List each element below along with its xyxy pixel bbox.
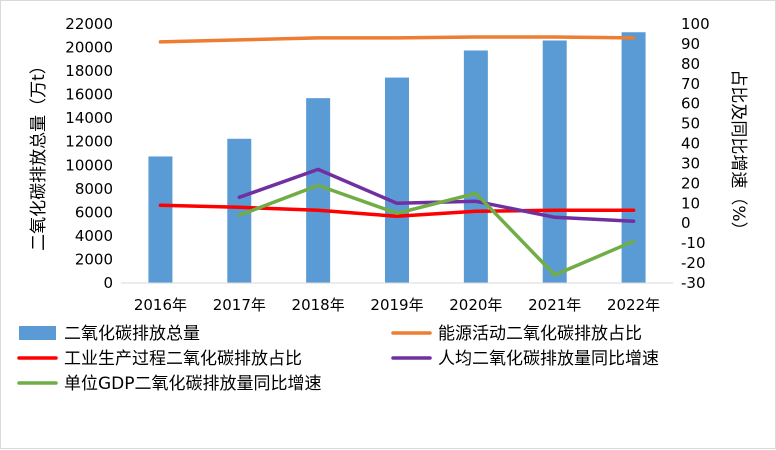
y-tick-labels: 0 2000 4000 6000 8000 10000 12000 14000 16000 180… bbox=[65, 15, 113, 292]
line-series-group bbox=[158, 35, 636, 277]
y2-tick-label: 40 bbox=[681, 135, 700, 153]
y-tick-label: 22000 bbox=[65, 15, 113, 33]
bar-2019年 bbox=[385, 77, 409, 283]
x-tick-label: 2022年 bbox=[607, 296, 660, 314]
legend-swatch bbox=[19, 326, 56, 340]
y2-tick-label: 50 bbox=[681, 115, 700, 133]
y2-tick-label: 80 bbox=[681, 55, 700, 73]
y-tick-label: 0 bbox=[103, 274, 113, 292]
legend-item: 单位GDP二氧化碳排放量同比增速 bbox=[17, 374, 322, 394]
y-tick-label: 18000 bbox=[65, 62, 113, 80]
legend-label: 二氧化碳排放总量 bbox=[64, 324, 200, 344]
y-tick-label: 6000 bbox=[75, 203, 113, 221]
legend-label: 工业生产过程二氧化碳排放占比 bbox=[64, 349, 302, 369]
y2-tick-label: 90 bbox=[681, 35, 700, 53]
legend-label: 能源活动二氧化碳排放占比 bbox=[438, 324, 642, 344]
y2-tick-label: -30 bbox=[681, 274, 706, 292]
y2-tick-label: 10 bbox=[681, 194, 700, 212]
x-tick-label: 2019年 bbox=[370, 296, 423, 314]
legend-item: 能源活动二氧化碳排放占比 bbox=[391, 324, 642, 344]
x-tick-label: 2016年 bbox=[134, 296, 187, 314]
y-tick-label: 4000 bbox=[75, 227, 113, 245]
x-tick-label: 2017年 bbox=[213, 296, 266, 314]
legend-item: 二氧化碳排放总量 bbox=[19, 324, 200, 344]
legend-label: 单位GDP二氧化碳排放量同比增速 bbox=[64, 374, 322, 394]
y2-tick-label: -20 bbox=[681, 254, 706, 272]
legend-item: 人均二氧化碳排放量同比增速 bbox=[391, 349, 659, 369]
y2-tick-label: 100 bbox=[681, 15, 710, 33]
line-series-1 bbox=[158, 35, 636, 44]
y-tick-label: 20000 bbox=[65, 39, 113, 57]
x-tick-label: 2021年 bbox=[528, 296, 581, 314]
x-tick-label: 2018年 bbox=[292, 296, 345, 314]
bar-2020年 bbox=[463, 50, 488, 284]
y-tick-label: 14000 bbox=[65, 109, 113, 127]
y-axis-title: 二氧化碳排放总量（万t） bbox=[29, 57, 49, 251]
line-series-4 bbox=[237, 183, 636, 277]
y2-tick-label: 70 bbox=[681, 75, 700, 93]
y-tick-label: 16000 bbox=[65, 86, 113, 104]
y2-tick-label: 20 bbox=[681, 174, 700, 192]
y2-tick-label: 0 bbox=[681, 214, 691, 232]
y2-tick-label: 30 bbox=[681, 154, 700, 172]
y-tick-label: 8000 bbox=[75, 180, 113, 198]
x-tick-labels: 2016年 2017年 2018年 2019年 2020年 2021年 2022年 bbox=[134, 296, 660, 314]
bar-2018年 bbox=[306, 98, 331, 283]
x-tick-label: 2020年 bbox=[449, 296, 502, 314]
bar-2016年 bbox=[148, 156, 173, 283]
line-series-2 bbox=[158, 203, 636, 219]
y2-tick-label: 60 bbox=[681, 95, 700, 113]
bar-2021年 bbox=[542, 40, 567, 284]
y-tick-label: 2000 bbox=[75, 250, 113, 268]
legend-item: 工业生产过程二氧化碳排放占比 bbox=[17, 349, 302, 369]
y-tick-label: 10000 bbox=[65, 156, 113, 174]
y2-tick-label: -10 bbox=[681, 234, 706, 252]
y2-axis-title: 占比及同比增速（%） bbox=[728, 69, 748, 238]
legend-label: 人均二氧化碳排放量同比增速 bbox=[438, 349, 659, 369]
y-tick-label: 12000 bbox=[65, 133, 113, 151]
bar-series bbox=[148, 32, 646, 284]
